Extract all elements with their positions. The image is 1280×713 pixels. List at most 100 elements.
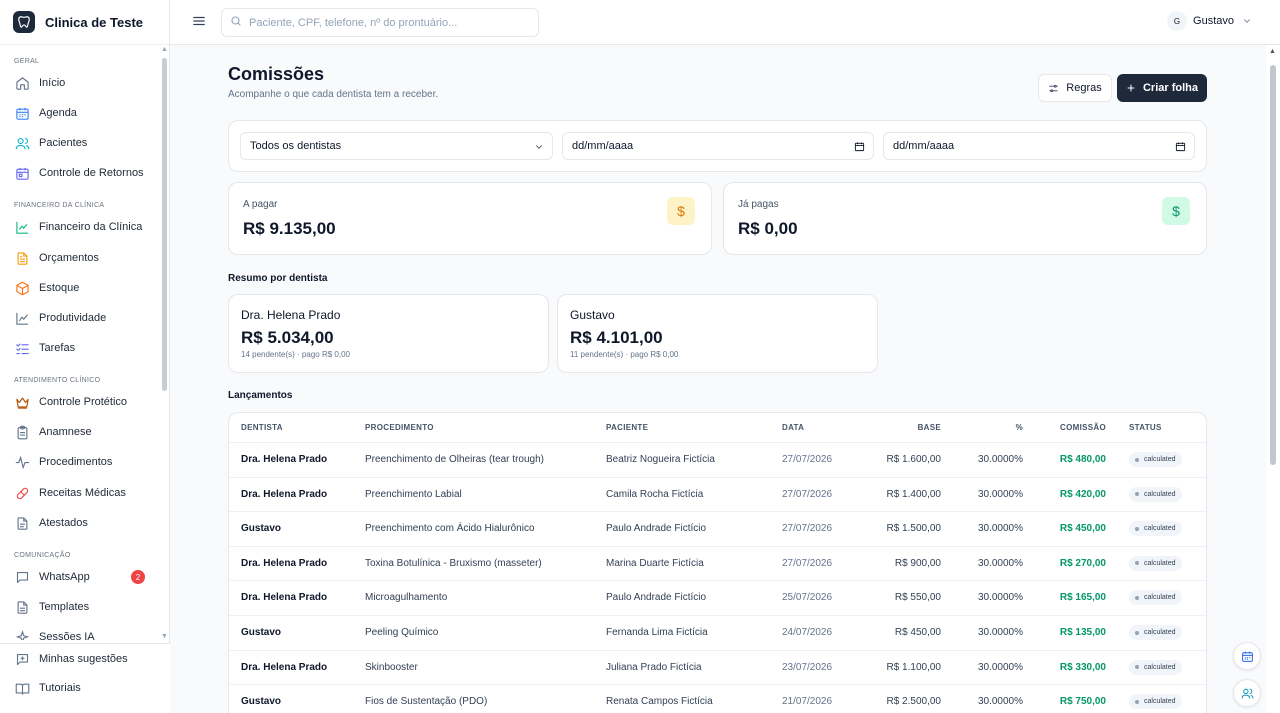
table-row[interactable]: Dra. Helena Prado Preenchimento de Olheir…: [229, 442, 1206, 477]
sliders-icon: [1048, 83, 1059, 94]
cell-date: 27/07/2026: [782, 523, 833, 535]
table-row[interactable]: Dra. Helena Prado Preenchimento Labial Cam…: [229, 476, 1206, 512]
table-row[interactable]: Dra. Helena Prado Toxina Botulínica - Bru…: [229, 545, 1206, 581]
table-row[interactable]: Dra. Helena Prado Skinbooster Juliana Prad…: [229, 649, 1206, 685]
status-text: calculated: [1144, 594, 1176, 602]
sidebar-scrollbar[interactable]: ▲ ▼: [160, 46, 169, 640]
cell-date: 25/07/2026: [782, 592, 833, 604]
status-text: calculated: [1144, 698, 1176, 706]
sidebar-item-label: Tutoriais: [39, 682, 81, 694]
cell-commission: R$ 270,00: [1059, 557, 1106, 569]
sidebar-item-inicio[interactable]: Início: [0, 70, 160, 96]
chevron-down-icon: [534, 142, 544, 152]
date-from-input[interactable]: dd/mm/aaaa: [562, 132, 874, 160]
scroll-up-icon[interactable]: ▲: [1269, 48, 1276, 55]
status-text: calculated: [1144, 525, 1176, 533]
cell-commission: R$ 165,00: [1059, 592, 1106, 604]
cell-procedure: Fios de Sustentação (PDO): [365, 696, 488, 708]
column-header[interactable]: DENTISTA: [241, 423, 283, 432]
column-header[interactable]: %: [1015, 423, 1023, 432]
sidebar-item-sessoes-ia[interactable]: Sessões IA: [0, 624, 160, 640]
dentist-summary-card[interactable]: Gustavo R$ 4.101,00 11 pendente(s) · pag…: [557, 294, 878, 373]
sidebar-item-label: Receitas Médicas: [39, 487, 126, 499]
sidebar-item-pacientes[interactable]: Pacientes: [0, 130, 160, 156]
status-badge: calculated: [1129, 659, 1182, 675]
page-scrollbar[interactable]: ▲: [1266, 45, 1280, 713]
table-row[interactable]: Dra. Helena Prado Microagulhamento Paulo A…: [229, 580, 1206, 615]
status-dot-icon: [1135, 526, 1139, 531]
sidebar-item-anamnese[interactable]: Anamnese: [0, 419, 160, 445]
activity-icon: [14, 454, 30, 470]
page-subtitle: Acompanhe o que cada dentista tem a rece…: [228, 89, 439, 100]
status-text: calculated: [1144, 456, 1176, 463]
dentist-total: R$ 5.034,00: [241, 328, 334, 347]
cell-patient: Beatriz Nogueira Fictícia: [606, 454, 715, 465]
column-header[interactable]: DATA: [782, 423, 805, 432]
page-scrollbar-thumb[interactable]: [1270, 65, 1276, 465]
home-icon: [14, 75, 30, 91]
cell-patient: Paulo Andrade Fictício: [606, 523, 707, 535]
sidebar-item-produtividade[interactable]: Produtividade: [0, 305, 160, 331]
sidebar-nav: GERAL Início Agenda Pacientes Controle d…: [0, 46, 160, 640]
cell-base: R$ 2.500,00: [886, 696, 942, 708]
date-to-value: dd/mm/aaaa: [893, 140, 955, 152]
sidebar-item-templates[interactable]: Templates: [0, 594, 160, 620]
checklist-icon: [14, 340, 30, 356]
scroll-up-icon[interactable]: ▲: [161, 46, 168, 53]
stat-to-pay: A pagar R$ 9.135,00 $: [228, 182, 712, 255]
stat-paid-label: Já pagas: [738, 199, 779, 210]
cell-base: R$ 1.100,00: [886, 661, 942, 673]
team-fab[interactable]: [1233, 679, 1261, 707]
sidebar: Clinica de Teste GERAL Início Agenda Pac…: [0, 0, 170, 713]
column-header[interactable]: STATUS: [1129, 423, 1162, 432]
column-header[interactable]: PROCEDIMENTO: [365, 423, 434, 432]
section-label-atendimento: ATENDIMENTO CLÍNICO: [14, 377, 101, 384]
sidebar-item-atestados[interactable]: Atestados: [0, 510, 160, 536]
cell-patient: Juliana Prado Fictícia: [606, 661, 702, 673]
cell-commission: R$ 450,00: [1059, 523, 1106, 535]
dentist-select-value: Todos os dentistas: [250, 140, 342, 152]
cell-dentist: Dra. Helena Prado: [241, 557, 328, 569]
column-header[interactable]: PACIENTE: [606, 423, 649, 432]
sidebar-item-whatsapp[interactable]: WhatsApp 2: [0, 564, 160, 590]
hamburger-menu-icon[interactable]: [192, 14, 208, 30]
sidebar-item-controle-protetico[interactable]: Controle Protético: [0, 389, 160, 415]
cell-dentist: Gustavo: [241, 523, 282, 535]
column-header[interactable]: BASE: [917, 423, 941, 432]
cell-patient: Renata Campos Fictícia: [606, 696, 713, 708]
user-menu[interactable]: G Gustavo: [1167, 11, 1252, 31]
cell-dentist: Dra. Helena Prado: [241, 592, 328, 604]
sidebar-item-financeiro[interactable]: Financeiro da Clínica: [0, 214, 160, 240]
cell-procedure: Toxina Botulínica - Bruxismo (masseter): [365, 557, 542, 569]
dentist-select[interactable]: Todos os dentistas: [240, 132, 553, 160]
sidebar-item-label: Orçamentos: [39, 252, 99, 264]
table-row[interactable]: Gustavo Preenchimento com Ácido Hialurôni…: [229, 511, 1206, 546]
sidebar-scrollbar-thumb[interactable]: [162, 58, 167, 391]
sidebar-item-estoque[interactable]: Estoque: [0, 275, 160, 301]
rules-button[interactable]: Regras: [1038, 74, 1112, 102]
column-header[interactable]: COMISSÃO: [1060, 423, 1106, 432]
cell-base: R$ 550,00: [894, 592, 941, 604]
cell-patient: Camila Rocha Fictícia: [606, 488, 704, 500]
table-row[interactable]: Gustavo Fios de Sustentação (PDO) Renata C…: [229, 684, 1206, 713]
dentist-summary-card[interactable]: Dra. Helena Prado R$ 5.034,00 14 pendent…: [228, 294, 549, 373]
create-sheet-button[interactable]: Criar folha: [1117, 74, 1207, 102]
brand[interactable]: Clinica de Teste: [0, 0, 169, 45]
sidebar-item-receitas[interactable]: Receitas Médicas: [0, 480, 160, 506]
cell-pct: 30.0000%: [977, 488, 1023, 500]
sidebar-item-procedimentos[interactable]: Procedimentos: [0, 449, 160, 475]
sidebar-item-label: Anamnese: [39, 426, 92, 438]
sidebar-item-sugestoes[interactable]: Minhas sugestões: [0, 646, 160, 672]
sidebar-item-tutoriais[interactable]: Tutoriais: [0, 675, 160, 701]
sidebar-item-controle-retornos[interactable]: Controle de Retornos: [0, 160, 160, 186]
brand-name: Clinica de Teste: [45, 14, 144, 30]
dentist-name: Dra. Helena Prado: [241, 308, 341, 322]
calendar-fab[interactable]: [1233, 642, 1261, 670]
sidebar-item-tarefas[interactable]: Tarefas: [0, 335, 160, 361]
sidebar-item-agenda[interactable]: Agenda: [0, 100, 160, 126]
sidebar-item-orcamentos[interactable]: Orçamentos: [0, 245, 160, 271]
scroll-down-icon[interactable]: ▼: [161, 633, 168, 640]
search-input[interactable]: [249, 16, 529, 29]
table-row[interactable]: Gustavo Peeling Químico Fernanda Lima Fict…: [229, 615, 1206, 650]
date-to-input[interactable]: dd/mm/aaaa: [883, 132, 1195, 160]
